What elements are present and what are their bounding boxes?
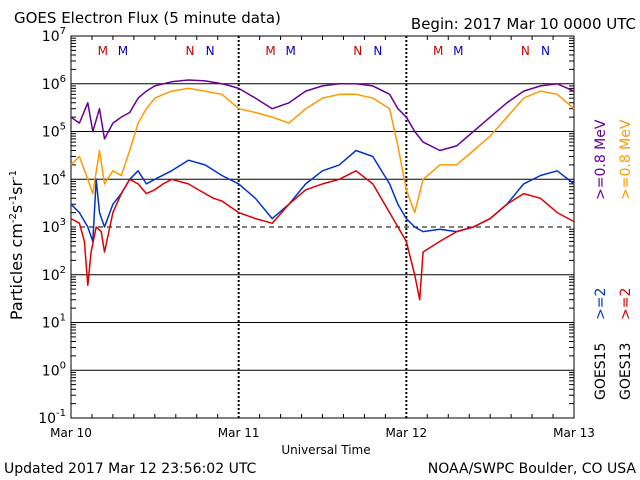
mag-marker: M xyxy=(98,44,108,58)
legend: >=2 >=0.8 MeV >=2 >=0.8 MeV GOES15 GOES13 xyxy=(593,119,634,400)
y-tick-label: 100 xyxy=(42,360,66,379)
mag-marker: M xyxy=(285,44,295,58)
y-axis-label: Particles cm-2s-1sr-1 xyxy=(7,170,26,320)
legend-label: GOES13 xyxy=(618,343,634,400)
legend-label: GOES15 xyxy=(593,343,609,400)
credit: NOAA/SWPC Boulder, CO USA xyxy=(428,461,637,477)
chart-title: GOES Electron Flux (5 minute data) xyxy=(14,9,281,27)
mag-marker: N xyxy=(373,44,382,58)
series-lines xyxy=(70,79,575,301)
legend-label: >=2 xyxy=(593,288,609,320)
mag-marker: M xyxy=(118,44,128,58)
mag-marker: N xyxy=(206,44,215,58)
series-line xyxy=(70,79,575,152)
mag-marker: N xyxy=(186,44,195,58)
mag-marker: M xyxy=(265,44,275,58)
x-tick-label: Mar 10 xyxy=(50,426,92,440)
mag-marker: M xyxy=(453,44,463,58)
series-line xyxy=(70,170,575,301)
y-tick-label: 10-1 xyxy=(38,408,66,427)
legend-label: >=0.8 MeV xyxy=(593,119,609,200)
updated-time: Updated 2017 Mar 12 23:56:02 UTC xyxy=(4,461,257,477)
y-tick-label: 105 xyxy=(42,122,66,141)
x-tick-label: Mar 13 xyxy=(553,426,595,440)
y-tick-label: 101 xyxy=(42,313,66,332)
mag-marker: N xyxy=(521,44,530,58)
legend-label: >=0.8 MeV xyxy=(618,119,634,200)
x-tick-label: Mar 11 xyxy=(218,426,260,440)
mag-marker: N xyxy=(353,44,362,58)
begin-time: Begin: 2017 Mar 10 0000 UTC xyxy=(411,15,636,33)
grid-lines xyxy=(71,36,574,418)
y-tick-label: 107 xyxy=(42,26,66,45)
x-tick-labels: Mar 10 Mar 11 Mar 12 Mar 13 xyxy=(50,426,595,440)
y-tick-label: 103 xyxy=(42,217,66,236)
series-line xyxy=(70,149,575,243)
mag-marker: N xyxy=(541,44,550,58)
y-tick-labels: 10-1 100 101 102 103 104 105 106 107 xyxy=(38,26,66,427)
y-tick-label: 106 xyxy=(42,74,66,93)
y-tick-label: 104 xyxy=(42,169,66,188)
x-axis-label: Universal Time xyxy=(281,443,370,457)
series-line xyxy=(70,87,575,214)
x-tick-label: Mar 12 xyxy=(385,426,427,440)
legend-label: >=2 xyxy=(618,288,634,320)
y-tick-label: 102 xyxy=(42,265,66,284)
mag-marker: M xyxy=(433,44,443,58)
